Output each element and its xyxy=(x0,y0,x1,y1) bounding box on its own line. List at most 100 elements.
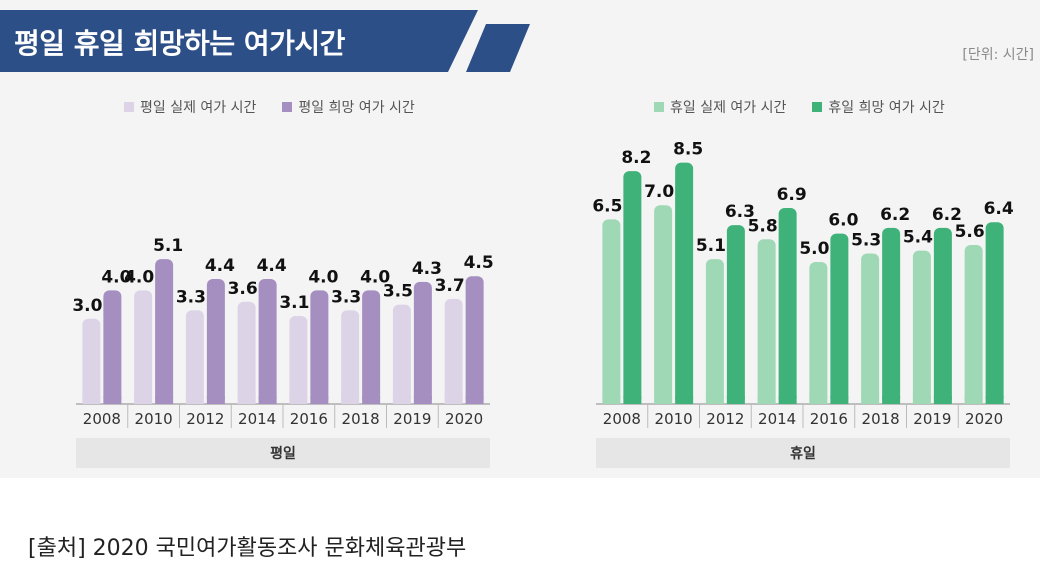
x-tick-label-weekday-2012: 2012 xyxy=(186,410,224,428)
data-label-weekday-hope-2016: 4.0 xyxy=(308,267,338,287)
bar-base-holiday-hope-2008 xyxy=(623,396,642,404)
bar-holiday-actual-2012 xyxy=(705,259,724,404)
legend-label-weekday-hope: 평일 희망 여가 시간 xyxy=(298,100,415,116)
bar-base-weekday-hope-2018 xyxy=(362,396,381,404)
data-label-holiday-hope-2016: 6.0 xyxy=(828,211,858,231)
bar-base-holiday-hope-2016 xyxy=(830,396,849,404)
data-label-weekday-hope-2014: 4.4 xyxy=(257,256,287,276)
legend-swatch-holiday-hope xyxy=(812,102,823,112)
data-label-weekday-actual-2020: 3.7 xyxy=(435,276,465,296)
data-label-weekday-actual-2010: 4.0 xyxy=(124,267,154,287)
x-tick-label-holiday-2012: 2012 xyxy=(706,410,744,428)
x-tick-label-weekday-2016: 2016 xyxy=(290,410,328,428)
legend-label-holiday-actual: 휴일 실제 여가 시간 xyxy=(670,100,787,116)
legend-item-holiday-actual: 휴일 실제 여가 시간 xyxy=(654,97,786,117)
bar-base-weekday-actual-2008 xyxy=(82,396,101,404)
bar-weekday-actual-2014 xyxy=(237,301,256,404)
bar-weekday-hope-2010 xyxy=(155,259,174,404)
bar-base-weekday-actual-2019 xyxy=(392,396,411,404)
x-tick-label-holiday-2014: 2014 xyxy=(758,410,796,428)
page-title: 평일 휴일 희망하는 여가시간 xyxy=(14,27,345,60)
bar-weekday-actual-2018 xyxy=(341,310,360,404)
x-tick-label-weekday-2014: 2014 xyxy=(238,410,276,428)
legend-swatch-weekday-hope xyxy=(282,102,293,112)
data-label-weekday-hope-2020: 4.5 xyxy=(464,253,494,273)
data-label-holiday-hope-2010: 8.5 xyxy=(673,140,703,160)
bar-base-holiday-actual-2018 xyxy=(861,396,880,404)
title-banner-accent xyxy=(466,24,530,72)
bar-weekday-hope-2019 xyxy=(413,281,432,404)
bar-weekday-actual-2008 xyxy=(82,318,101,404)
bar-holiday-actual-2019 xyxy=(912,250,931,404)
data-label-holiday-actual-2020: 5.6 xyxy=(955,222,985,242)
bar-holiday-actual-2020 xyxy=(964,244,983,404)
data-label-weekday-actual-2014: 3.6 xyxy=(228,279,258,299)
data-label-weekday-hope-2018: 4.0 xyxy=(360,267,390,287)
bar-holiday-hope-2010 xyxy=(675,162,694,404)
data-label-weekday-hope-2012: 4.4 xyxy=(205,256,235,276)
bar-base-holiday-actual-2019 xyxy=(912,396,931,404)
data-label-holiday-hope-2008: 8.2 xyxy=(621,148,651,168)
data-label-weekday-hope-2008: 4.0 xyxy=(101,267,131,287)
data-label-holiday-actual-2010: 7.0 xyxy=(644,182,674,202)
bar-base-holiday-hope-2010 xyxy=(675,396,694,404)
legend-weekday: 평일 실제 여가 시간 평일 희망 여가 시간 xyxy=(124,97,415,117)
legend-item-weekday-hope: 평일 희망 여가 시간 xyxy=(282,97,415,117)
x-tick-label-weekday-2010: 2010 xyxy=(135,410,173,428)
data-label-holiday-hope-2014: 6.9 xyxy=(777,185,807,205)
unit-label: [단위: 시간] xyxy=(962,47,1034,63)
bar-holiday-hope-2019 xyxy=(933,227,952,404)
bar-charts: 3.0 4.0 2008 4.0 5.1 2010 3.3 4.4 2012 3.6 4.4 2014… xyxy=(72,140,1014,428)
bar-base-weekday-hope-2020 xyxy=(465,396,484,404)
legend-label-weekday-actual: 평일 실제 여가 시간 xyxy=(140,100,257,116)
x-tick-label-holiday-2020: 2020 xyxy=(965,410,1003,428)
source-caption: [출처] 2020 국민여가활동조사 문화체육관광부 xyxy=(28,536,467,561)
bar-holiday-hope-2008 xyxy=(623,171,642,404)
data-label-holiday-actual-2019: 5.4 xyxy=(903,228,933,248)
group-label-weekday: 평일 xyxy=(76,438,490,468)
x-tick-label-weekday-2008: 2008 xyxy=(83,410,121,428)
bar-holiday-hope-2014 xyxy=(778,208,797,404)
legend-swatch-holiday-actual xyxy=(654,102,664,112)
bar-weekday-actual-2019 xyxy=(392,304,411,404)
data-label-weekday-hope-2010: 5.1 xyxy=(153,236,183,256)
title-banner-shape xyxy=(0,10,478,72)
bar-base-weekday-actual-2010 xyxy=(134,396,153,404)
bar-base-weekday-hope-2012 xyxy=(206,396,225,404)
bar-base-weekday-hope-2010 xyxy=(155,396,174,404)
bar-base-weekday-hope-2014 xyxy=(258,396,277,404)
bar-weekday-actual-2016 xyxy=(289,315,308,404)
bar-base-holiday-hope-2020 xyxy=(985,396,1004,404)
x-tick-label-weekday-2020: 2020 xyxy=(445,410,483,428)
legend-holiday: 휴일 실제 여가 시간 휴일 희망 여가 시간 xyxy=(654,97,945,117)
bar-holiday-actual-2016 xyxy=(809,262,828,404)
bar-base-holiday-hope-2018 xyxy=(882,396,901,404)
data-label-holiday-actual-2014: 5.8 xyxy=(748,216,778,236)
x-tick-label-holiday-2010: 2010 xyxy=(655,410,693,428)
bar-holiday-hope-2018 xyxy=(882,227,901,404)
bar-base-weekday-actual-2014 xyxy=(237,396,256,404)
bar-weekday-actual-2010 xyxy=(134,290,153,404)
bar-weekday-hope-2012 xyxy=(206,279,225,404)
x-tick-label-holiday-2016: 2016 xyxy=(810,410,848,428)
bar-base-holiday-actual-2014 xyxy=(757,396,776,404)
bar-base-weekday-hope-2019 xyxy=(413,396,432,404)
x-tick-label-weekday-2019: 2019 xyxy=(393,410,431,428)
bar-holiday-actual-2010 xyxy=(654,205,673,404)
x-tick-label-holiday-2019: 2019 xyxy=(913,410,951,428)
title-banner xyxy=(0,10,530,72)
group-label-holiday: 휴일 xyxy=(596,438,1010,468)
bar-weekday-hope-2018 xyxy=(362,290,381,404)
bar-base-holiday-actual-2008 xyxy=(602,396,621,404)
bar-base-holiday-hope-2014 xyxy=(778,396,797,404)
bar-weekday-hope-2008 xyxy=(103,290,122,404)
bar-base-holiday-actual-2012 xyxy=(705,396,724,404)
data-label-holiday-actual-2012: 5.1 xyxy=(696,236,726,256)
data-label-weekday-actual-2018: 3.3 xyxy=(331,287,361,307)
bar-base-weekday-actual-2020 xyxy=(444,396,463,404)
data-label-holiday-hope-2020: 6.4 xyxy=(984,199,1014,219)
data-label-holiday-hope-2018: 6.2 xyxy=(880,205,910,225)
bar-base-weekday-actual-2016 xyxy=(289,396,308,404)
bar-weekday-actual-2012 xyxy=(185,310,204,404)
bar-base-holiday-actual-2010 xyxy=(654,396,673,404)
